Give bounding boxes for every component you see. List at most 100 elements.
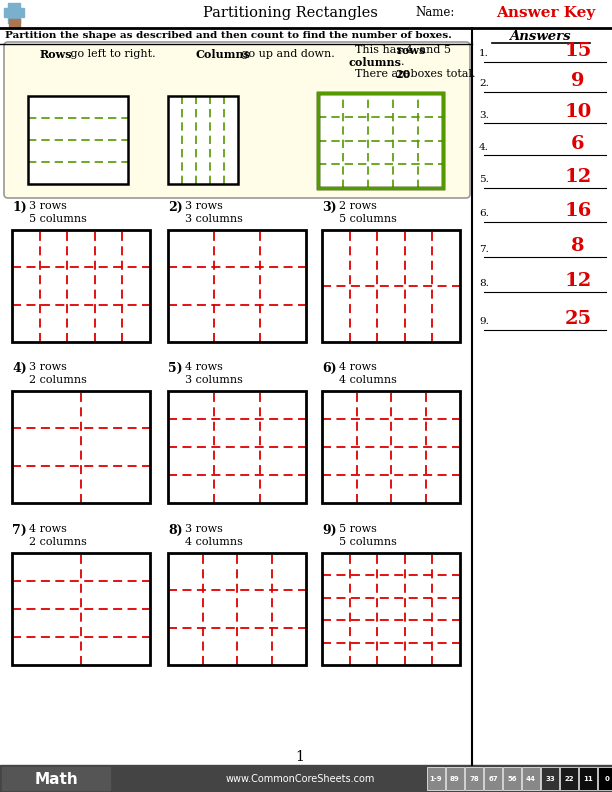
Text: 4 rows: 4 rows (185, 362, 223, 372)
Bar (28, 96, 128, 184)
Text: 9: 9 (571, 72, 584, 90)
Text: .: . (401, 57, 405, 67)
Bar (28, 96, 128, 184)
Bar (465, 767, 483, 790)
Text: www.CommonCoreSheets.com: www.CommonCoreSheets.com (225, 774, 375, 784)
Bar (168, 553, 306, 665)
Text: 22: 22 (564, 776, 574, 782)
Bar (541, 767, 559, 790)
Text: 9.: 9. (479, 318, 489, 326)
Bar (322, 391, 460, 503)
Bar (598, 767, 612, 790)
Text: 3): 3) (322, 201, 337, 214)
Text: 4 columns: 4 columns (339, 375, 397, 385)
Text: 3 rows: 3 rows (185, 201, 223, 211)
Text: 4 columns: 4 columns (185, 537, 243, 547)
Text: boxes total.: boxes total. (407, 69, 476, 79)
Text: 6.: 6. (479, 210, 489, 219)
Text: 2 columns: 2 columns (29, 375, 87, 385)
Text: 5 columns: 5 columns (339, 214, 397, 224)
Bar (12, 230, 150, 342)
Text: 12: 12 (564, 272, 592, 290)
Bar (318, 93, 443, 188)
Text: 2.: 2. (479, 79, 489, 89)
Bar (446, 767, 464, 790)
Text: 7): 7) (12, 524, 27, 537)
Bar (8, 3, 20, 23)
Text: 44: 44 (526, 776, 536, 782)
Bar (322, 553, 460, 665)
Text: 12: 12 (564, 168, 592, 186)
Text: 4 rows: 4 rows (339, 362, 377, 372)
Text: 25: 25 (564, 310, 592, 328)
Text: 15: 15 (564, 42, 592, 60)
Text: 4): 4) (12, 362, 27, 375)
Bar (9, 19, 20, 28)
Text: columns: columns (348, 56, 401, 67)
Text: 2 columns: 2 columns (29, 537, 87, 547)
Bar (12, 391, 150, 503)
Bar (322, 230, 460, 342)
Bar (12, 391, 150, 503)
Bar (168, 553, 306, 665)
Text: 1.: 1. (479, 49, 489, 59)
Bar (579, 767, 597, 790)
Text: 5 rows: 5 rows (339, 524, 377, 534)
Text: 1): 1) (12, 201, 27, 214)
Bar (560, 767, 578, 790)
Bar (168, 391, 306, 503)
Bar (427, 767, 445, 790)
Bar (318, 93, 443, 188)
Bar (12, 230, 150, 342)
Text: Answer Key: Answer Key (496, 6, 595, 20)
Bar (168, 96, 238, 184)
Text: 6): 6) (322, 362, 337, 375)
Text: go left to right.: go left to right. (67, 49, 155, 59)
Bar (168, 230, 306, 342)
Text: 16: 16 (564, 202, 592, 220)
Text: 5 columns: 5 columns (29, 214, 87, 224)
Text: 33: 33 (545, 776, 555, 782)
Text: and 5: and 5 (416, 45, 451, 55)
Text: 3 rows: 3 rows (29, 201, 67, 211)
Text: 9): 9) (322, 524, 337, 537)
Text: 3 columns: 3 columns (185, 214, 243, 224)
Text: go up and down.: go up and down. (238, 49, 335, 59)
Text: 67: 67 (488, 776, 498, 782)
Text: 3 rows: 3 rows (29, 362, 67, 372)
Bar (168, 391, 306, 503)
Bar (168, 96, 238, 184)
Text: 3.: 3. (479, 111, 489, 120)
Text: 5.: 5. (479, 176, 489, 185)
Text: 4.: 4. (479, 143, 489, 151)
FancyBboxPatch shape (4, 42, 470, 198)
Text: 1-9: 1-9 (430, 776, 442, 782)
Text: 3 rows: 3 rows (185, 524, 223, 534)
Text: 0: 0 (605, 776, 610, 782)
Text: 3 columns: 3 columns (185, 375, 243, 385)
Text: Math: Math (34, 771, 78, 786)
Bar (322, 391, 460, 503)
Bar (484, 767, 502, 790)
Bar (322, 230, 460, 342)
Text: 8: 8 (571, 237, 584, 255)
Text: 89: 89 (450, 776, 460, 782)
Text: rows: rows (397, 44, 427, 55)
Text: 8.: 8. (479, 280, 489, 288)
Bar (12, 553, 150, 665)
Bar (12, 553, 150, 665)
Text: 20: 20 (395, 68, 410, 79)
Bar (0, 765, 612, 792)
Text: 6: 6 (571, 135, 585, 153)
Text: 2): 2) (168, 201, 183, 214)
Text: Columns: Columns (195, 48, 250, 59)
Bar (2, 767, 110, 790)
Text: Rows: Rows (40, 48, 73, 59)
Bar (522, 767, 540, 790)
Text: 78: 78 (469, 776, 479, 782)
Text: 4 rows: 4 rows (29, 524, 67, 534)
Text: 5): 5) (168, 362, 182, 375)
Text: Partitioning Rectangles: Partitioning Rectangles (203, 6, 378, 20)
Text: 1: 1 (296, 750, 304, 764)
Text: 2 rows: 2 rows (339, 201, 377, 211)
